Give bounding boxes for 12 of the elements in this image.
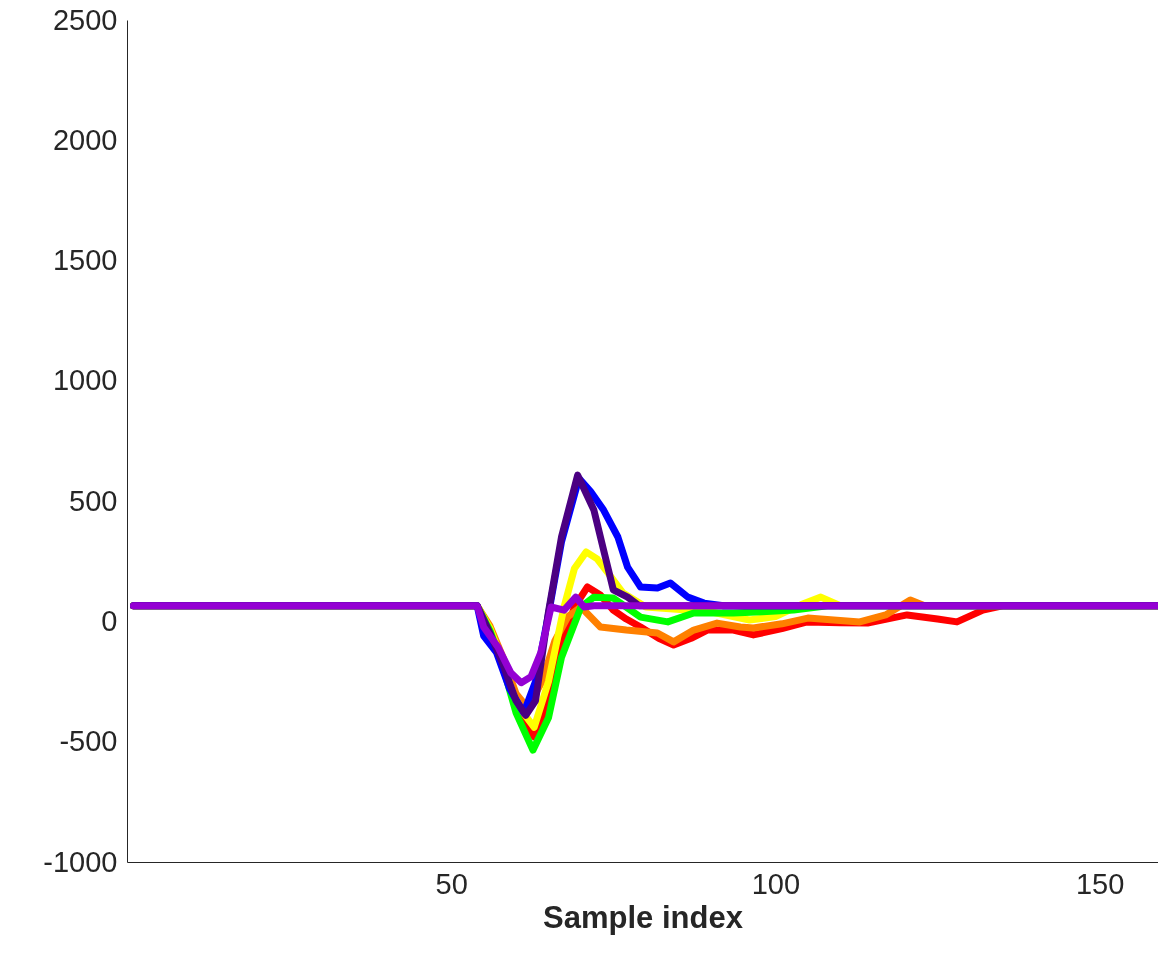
y-tick-label: 500 <box>69 484 118 517</box>
y-tick-label: 2500 <box>52 3 118 36</box>
y-tick-label: 2000 <box>52 123 118 156</box>
y-tick-label: 1500 <box>52 244 118 277</box>
x-axis-title: Sample index <box>543 899 744 935</box>
y-tick-label: 1000 <box>52 364 118 397</box>
y-tick-label: -1000 <box>43 845 118 878</box>
x-tick-label: 50 <box>435 867 468 900</box>
y-tick-label: 0 <box>101 604 118 637</box>
y-tick-label: -500 <box>59 725 118 758</box>
x-tick-label: 100 <box>751 867 801 900</box>
x-tick-label: 150 <box>1075 867 1125 900</box>
